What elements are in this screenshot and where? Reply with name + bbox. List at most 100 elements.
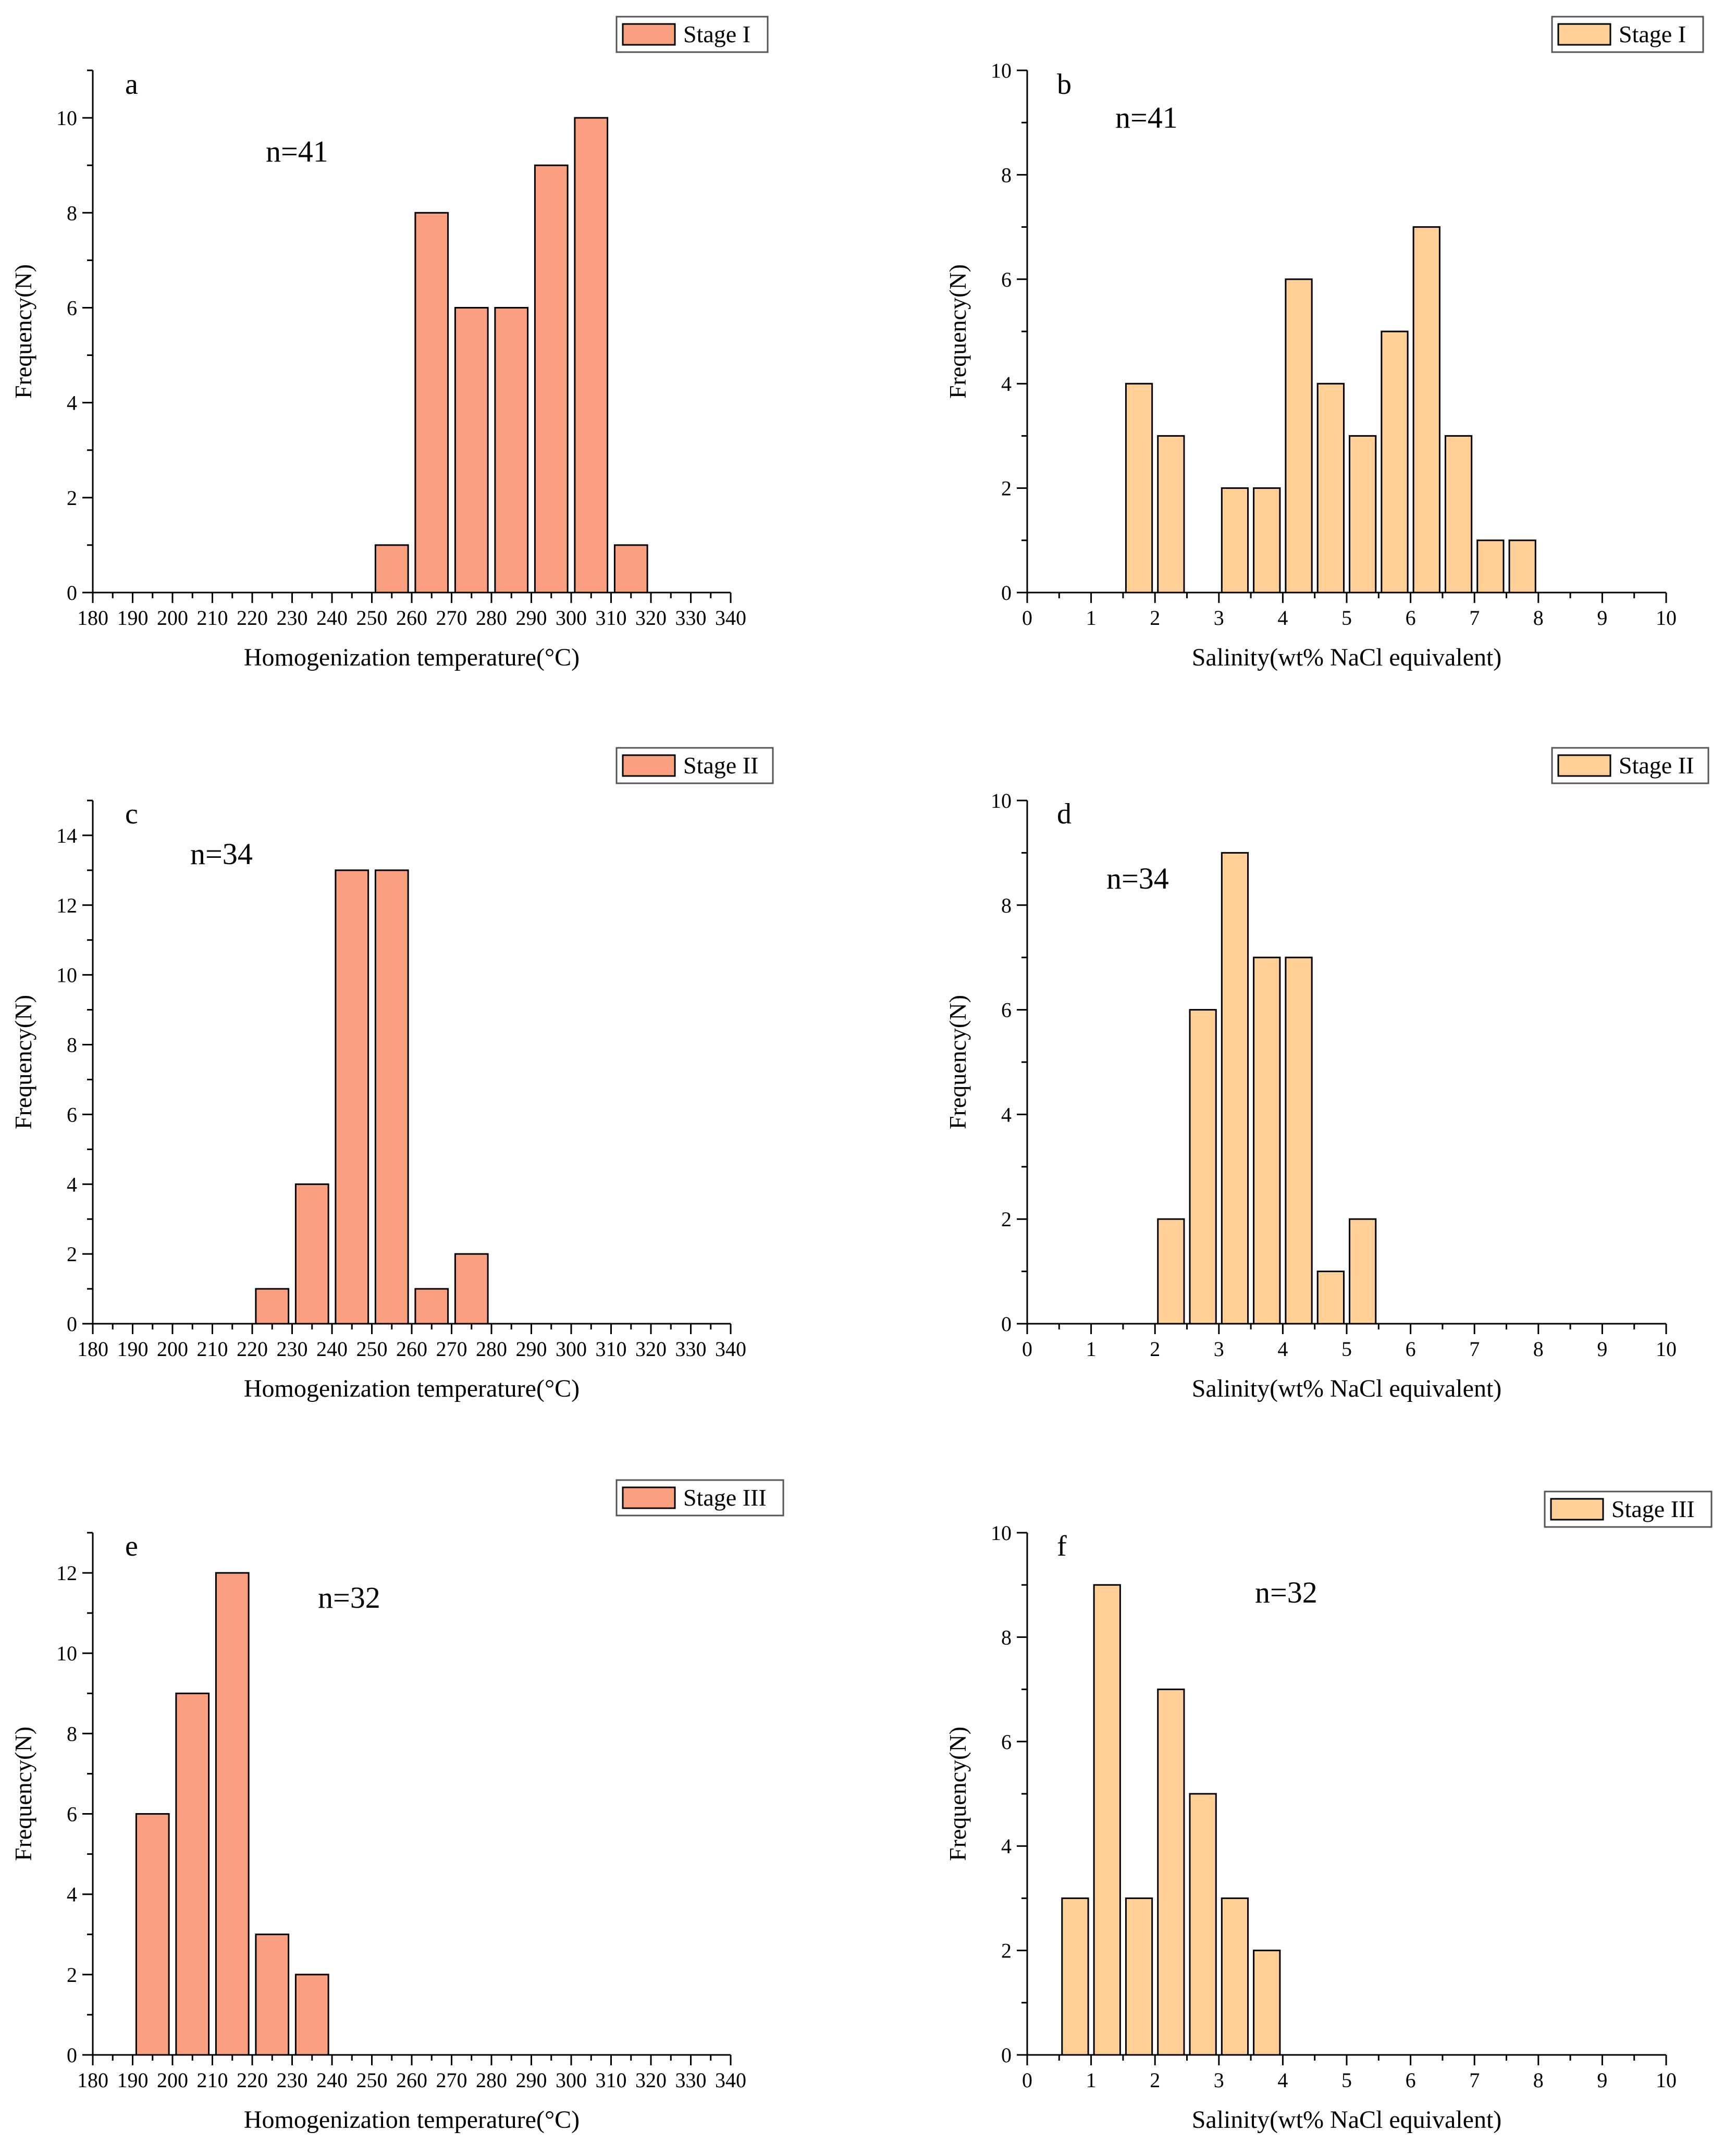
- legend-text-a: Stage I: [683, 21, 750, 47]
- x-tick-label-b-9: 9: [1597, 606, 1607, 630]
- x-tick-label-a-240: 240: [316, 606, 348, 630]
- x-tick-label-d-10: 10: [1656, 1337, 1677, 1361]
- x-tick-label-a-250: 250: [356, 606, 388, 630]
- y-tick-label-a-2: 2: [67, 486, 77, 510]
- bar-d-5: [1316, 1271, 1345, 1325]
- sample-count-e: n=32: [318, 1581, 380, 1615]
- y-tick-label-b-4: 4: [1001, 372, 1012, 396]
- x-tick-label-a-190: 190: [117, 606, 149, 630]
- sample-count-d: n=34: [1106, 861, 1169, 895]
- x-tick-label-e-280: 280: [476, 2068, 507, 2092]
- legend-text-d: Stage II: [1619, 752, 1694, 779]
- bar-d-4: [1285, 956, 1313, 1325]
- bar-d-3: [1253, 956, 1281, 1325]
- x-tick-label-d-8: 8: [1533, 1337, 1544, 1361]
- x-tick-label-b-10: 10: [1656, 606, 1677, 630]
- x-tick-label-c-300: 300: [556, 1337, 587, 1361]
- bar-e-0: [135, 1813, 170, 2056]
- y-tick-label-c-6: 6: [67, 1103, 77, 1126]
- bar-f-1: [1093, 1584, 1121, 2056]
- x-tick-label-c-260: 260: [396, 1337, 427, 1361]
- x-tick-label-c-320: 320: [635, 1337, 667, 1361]
- x-axis-title-a: Homogenization temperature(°C): [244, 644, 580, 671]
- y-tick-label-e-0: 0: [67, 2043, 77, 2067]
- y-tick-label-f-10: 10: [991, 1521, 1012, 1545]
- legend-swatch-a: [622, 23, 676, 46]
- x-tick-label-f-9: 9: [1597, 2068, 1607, 2092]
- legend-swatch-b: [1557, 23, 1611, 46]
- y-tick-label-b-10: 10: [991, 59, 1012, 82]
- x-tick-label-f-7: 7: [1469, 2068, 1480, 2092]
- x-tick-label-c-180: 180: [77, 1337, 108, 1361]
- x-tick-label-d-3: 3: [1214, 1337, 1224, 1361]
- bar-b-8: [1412, 226, 1440, 594]
- x-tick-label-f-10: 10: [1656, 2068, 1677, 2092]
- x-tick-label-a-300: 300: [556, 606, 587, 630]
- chart-panel-f: 0 2 4 6 8 10 0 1 2 3 4 5 6 7 8 9 10 Salinity(wt% NaCl equ…: [944, 1490, 1713, 2134]
- x-tick-label-c-330: 330: [675, 1337, 707, 1361]
- y-tick-label-b-6: 6: [1001, 268, 1012, 291]
- y-tick-label-c-10: 10: [56, 964, 77, 987]
- y-tick-label-c-2: 2: [67, 1242, 77, 1266]
- x-tick-label-e-340: 340: [715, 2068, 746, 2092]
- bar-e-3: [255, 1933, 290, 2056]
- legend-text-b: Stage I: [1619, 21, 1686, 47]
- x-tick-label-e-240: 240: [316, 2068, 348, 2092]
- x-tick-label-c-340: 340: [715, 1337, 746, 1361]
- bar-c-0: [255, 1288, 290, 1325]
- legend-d: Stage II: [1551, 747, 1709, 784]
- legend-swatch-e: [622, 1486, 676, 1509]
- x-tick-label-c-270: 270: [436, 1337, 467, 1361]
- x-tick-label-f-3: 3: [1214, 2068, 1224, 2092]
- bar-f-5: [1221, 1897, 1249, 2056]
- x-axis-title-d: Salinity(wt% NaCl equivalent): [1192, 1375, 1502, 1402]
- x-axis-title-e: Homogenization temperature(°C): [244, 2106, 580, 2134]
- x-tick-label-e-330: 330: [675, 2068, 707, 2092]
- y-tick-label-a-10: 10: [56, 106, 77, 130]
- x-tick-label-a-320: 320: [635, 606, 667, 630]
- x-tick-label-a-230: 230: [277, 606, 308, 630]
- bar-b-3: [1253, 487, 1281, 594]
- y-tick-label-f-4: 4: [1001, 1834, 1012, 1858]
- x-axis-title-b: Salinity(wt% NaCl equivalent): [1192, 644, 1502, 671]
- y-tick-label-b-8: 8: [1001, 163, 1012, 187]
- x-tick-label-f-1: 1: [1086, 2068, 1097, 2092]
- chart-panel-b: 0 2 4 6 8 10 0 1 2 3 4 5 6 7 8 9 10 Salinity(wt% NaCl equ…: [944, 16, 1704, 671]
- x-tick-label-f-0: 0: [1022, 2068, 1032, 2092]
- bar-a-0: [374, 544, 409, 594]
- bar-b-4: [1285, 278, 1313, 594]
- x-tick-label-e-260: 260: [396, 2068, 427, 2092]
- bar-d-1: [1189, 1009, 1217, 1325]
- x-tick-label-f-2: 2: [1150, 2068, 1160, 2092]
- chart-panel-e: 0 2 4 6 8 10 12 180 190 200 210 220 230 240 250 260 270 2…: [10, 1479, 784, 2134]
- y-tick-label-d-2: 2: [1001, 1208, 1012, 1231]
- x-tick-label-e-200: 200: [157, 2068, 188, 2092]
- bar-f-2: [1125, 1897, 1153, 2056]
- y-tick-label-b-0: 0: [1001, 581, 1012, 605]
- bar-b-0: [1125, 383, 1153, 594]
- bar-b-2: [1221, 487, 1249, 594]
- x-tick-label-c-220: 220: [237, 1337, 268, 1361]
- bar-d-6: [1349, 1218, 1377, 1325]
- legend-swatch-f: [1550, 1498, 1604, 1521]
- x-tick-label-d-2: 2: [1150, 1337, 1160, 1361]
- y-tick-label-c-12: 12: [56, 894, 77, 917]
- x-tick-label-b-6: 6: [1406, 606, 1416, 630]
- y-axis-title-e: Frequency(N): [10, 1727, 36, 1861]
- x-tick-label-f-5: 5: [1341, 2068, 1352, 2092]
- bar-b-7: [1381, 330, 1409, 594]
- y-tick-label-d-8: 8: [1001, 894, 1012, 917]
- x-tick-label-a-200: 200: [157, 606, 188, 630]
- bar-f-0: [1061, 1897, 1089, 2056]
- y-tick-label-c-8: 8: [67, 1033, 77, 1057]
- x-tick-label-a-310: 310: [596, 606, 627, 630]
- y-tick-label-e-8: 8: [67, 1722, 77, 1745]
- legend-text-e: Stage III: [683, 1484, 767, 1511]
- x-tick-label-b-4: 4: [1277, 606, 1288, 630]
- x-tick-label-d-6: 6: [1406, 1337, 1416, 1361]
- bar-b-9: [1444, 435, 1473, 594]
- y-axis-title-f: Frequency(N): [944, 1727, 971, 1861]
- legend-text-c: Stage II: [683, 752, 758, 779]
- bar-a-6: [613, 544, 648, 594]
